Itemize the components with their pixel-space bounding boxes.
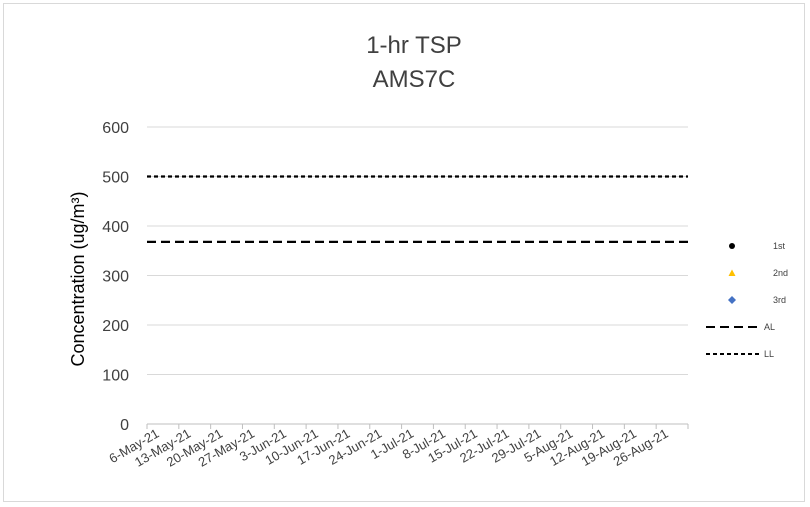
legend-label-ll: LL xyxy=(764,349,774,359)
y-tick-label: 600 xyxy=(102,120,129,137)
gridlines xyxy=(147,126,688,425)
reference-lines xyxy=(147,175,688,243)
y-tick-label: 0 xyxy=(120,417,129,434)
y-tick-label: 200 xyxy=(102,318,129,335)
chart-svg: 1-hr TSP AMS7C 0 100 200 300 400 500 600 6-May… xyxy=(68,32,788,470)
chart-frame: 1-hr TSP AMS7C 0 100 200 300 400 500 600 6-May… xyxy=(3,3,805,502)
x-axis-ticks: 6-May-2113-May-2120-May-2127-May-213-Jun… xyxy=(106,424,689,470)
y-axis-ticks: 0 100 200 300 400 500 600 xyxy=(102,120,129,434)
legend-label-1st: 1st xyxy=(773,241,786,251)
chart-title-line-2: AMS7C xyxy=(373,66,456,93)
legend-label-al: AL xyxy=(764,322,775,332)
legend-marker-diamond-icon xyxy=(728,296,736,304)
y-tick-label: 400 xyxy=(102,219,129,236)
legend-marker-triangle-icon xyxy=(728,269,736,276)
y-tick-label: 300 xyxy=(102,269,129,286)
legend-marker-circle-icon xyxy=(729,243,735,249)
chart-title-line-1: 1-hr TSP xyxy=(366,32,462,59)
legend-label-3rd: 3rd xyxy=(773,295,786,305)
y-tick-label: 500 xyxy=(102,170,129,187)
y-axis-label: Concentration (ug/m³) xyxy=(68,191,88,366)
y-tick-label: 100 xyxy=(102,368,129,385)
legend: 1st 2nd 3rd AL LL xyxy=(706,241,788,359)
legend-label-2nd: 2nd xyxy=(773,268,788,278)
